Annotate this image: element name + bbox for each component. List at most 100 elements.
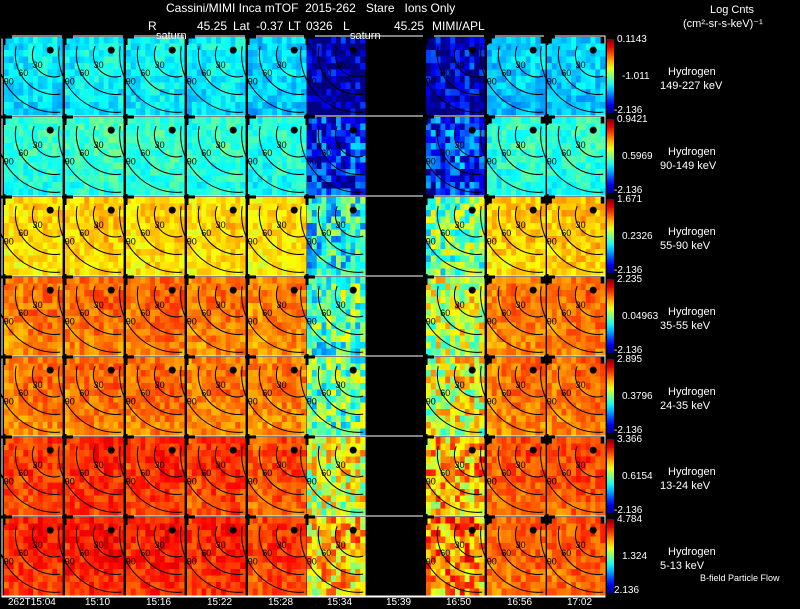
pixel [33, 210, 39, 218]
pixel [469, 76, 475, 84]
pixel [135, 335, 142, 343]
pixel [74, 95, 81, 103]
pixel [13, 149, 20, 157]
pixel [118, 175, 124, 183]
pixel [281, 296, 288, 304]
pixel [459, 182, 466, 190]
pixel [291, 149, 297, 157]
pixel [79, 143, 85, 151]
pixel [211, 249, 217, 257]
pixel [201, 309, 207, 317]
pixel [196, 89, 203, 97]
pixel [135, 329, 142, 337]
pixel [257, 303, 264, 311]
pixel [520, 69, 527, 77]
pixel [159, 329, 166, 337]
pixel [496, 130, 503, 138]
pixel [571, 56, 577, 64]
pixel [52, 43, 58, 51]
pixel [103, 69, 110, 77]
pixel [561, 188, 567, 196]
pixel [571, 262, 577, 270]
pixel [135, 82, 142, 90]
pixel [262, 169, 268, 177]
pixel [345, 56, 352, 64]
pixel [576, 197, 582, 205]
pixel [450, 210, 456, 218]
pixel [326, 175, 332, 183]
pixel [464, 203, 471, 211]
pixel [13, 236, 20, 244]
pixel [340, 102, 347, 110]
pixel [350, 82, 356, 90]
pixel [225, 162, 232, 170]
pixel [595, 63, 601, 71]
pixel [535, 50, 541, 58]
pixel [196, 296, 203, 304]
pixel [248, 268, 254, 276]
pixel [37, 149, 44, 157]
pixel [267, 303, 273, 311]
pixel [220, 136, 227, 144]
pixel [355, 69, 361, 77]
pixel [240, 95, 246, 103]
pixel [230, 76, 236, 84]
pixel [135, 182, 142, 190]
pixel [159, 76, 166, 84]
pixel [267, 216, 273, 224]
pixel [511, 210, 517, 218]
pixel [23, 342, 29, 350]
pixel [74, 63, 81, 71]
pixel [135, 143, 142, 151]
pixel [94, 37, 100, 45]
pixel [506, 117, 512, 125]
pixel [159, 262, 166, 270]
pixel [42, 290, 49, 298]
pixel [551, 143, 558, 151]
pixel [355, 182, 361, 190]
pixel [321, 303, 327, 311]
pixel [585, 262, 592, 270]
pixel [145, 95, 151, 103]
pixel [94, 50, 100, 58]
pixel [79, 197, 85, 205]
pixel [479, 249, 485, 257]
contour-line [153, 205, 183, 238]
pixel [576, 175, 582, 183]
pixel [235, 117, 241, 125]
pixel [331, 130, 337, 138]
pixel [580, 149, 587, 157]
pixel [113, 255, 119, 263]
pixel [65, 56, 71, 64]
planet-marker [107, 206, 115, 214]
pixel [201, 37, 207, 45]
pixel [345, 262, 352, 270]
pixel [474, 143, 480, 151]
pixel [440, 56, 446, 64]
image-cell [366, 117, 424, 195]
pixel [187, 50, 193, 58]
pixel [235, 249, 241, 257]
pixel [576, 203, 582, 211]
pixel [487, 123, 493, 131]
pixel [89, 37, 95, 45]
pixel [108, 242, 114, 250]
pixel [561, 108, 567, 116]
pixel [307, 117, 313, 125]
pixel [267, 89, 273, 97]
pixel [103, 149, 110, 157]
pixel [196, 348, 203, 356]
pixel [459, 229, 466, 237]
pixel [103, 130, 110, 138]
pixel [267, 342, 273, 350]
pixel [230, 162, 236, 170]
pixel [281, 210, 288, 218]
pixel [576, 262, 582, 270]
pixel [350, 229, 356, 237]
pixel [506, 63, 512, 71]
pixel [150, 296, 156, 304]
pixel [108, 56, 114, 64]
pixel [140, 249, 146, 257]
pixel [155, 188, 161, 196]
pixel [130, 37, 137, 45]
